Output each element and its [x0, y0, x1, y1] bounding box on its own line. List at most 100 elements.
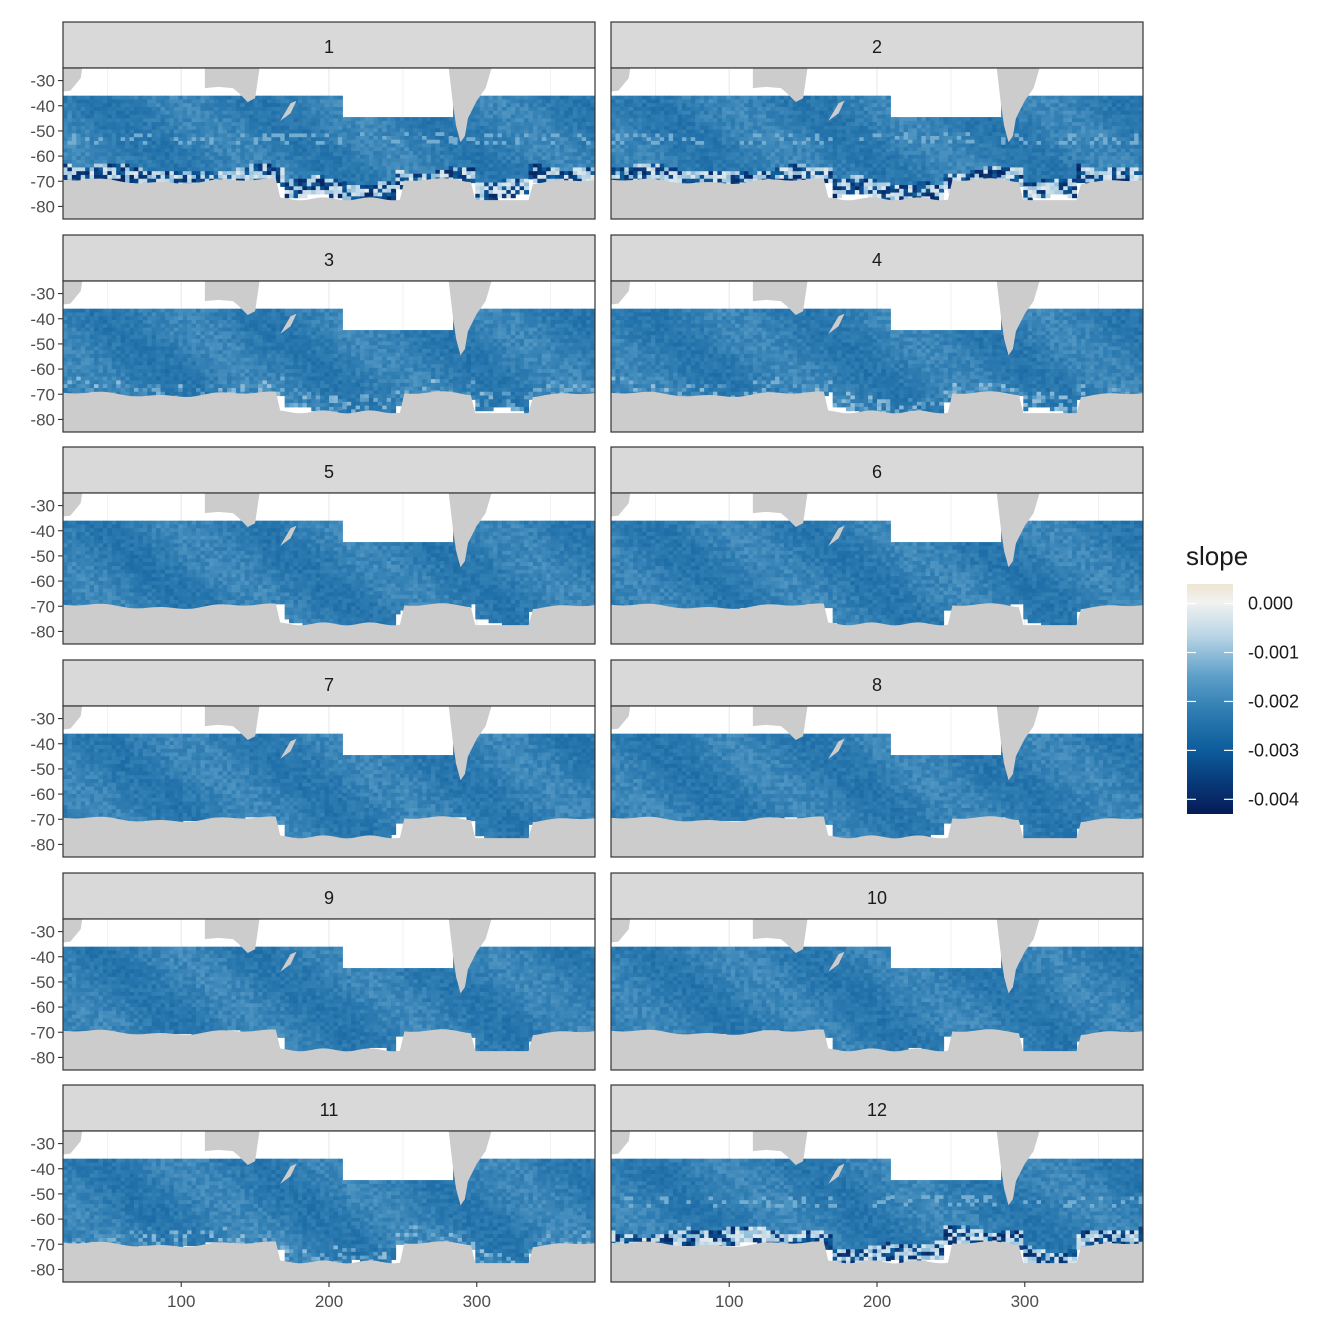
facet-label: 9 [324, 888, 334, 908]
y-tick-label: -80 [30, 1260, 55, 1279]
panel-border [62, 280, 596, 433]
y-tick-label: -70 [30, 1023, 55, 1042]
heatmap-cells [611, 308, 1143, 418]
y-tick-label: -30 [30, 497, 55, 516]
facet-strip [610, 21, 1144, 69]
land-mask [611, 919, 1143, 1070]
y-tick-label: -30 [30, 285, 55, 304]
land-mask [611, 68, 1143, 219]
facet-panel: 1 [62, 21, 596, 220]
land-mask [611, 281, 1143, 432]
y-tick-label: -80 [30, 410, 55, 429]
legend-title: slope [1186, 541, 1248, 571]
legend-label: 0.000 [1248, 594, 1293, 614]
y-tick-label: -70 [30, 385, 55, 404]
y-tick-label: -40 [30, 310, 55, 329]
y-tick-label: -60 [30, 998, 55, 1017]
heatmap-cells [63, 1158, 595, 1269]
y-tick-label: -50 [30, 335, 55, 354]
y-tick-label: -50 [30, 973, 55, 992]
y-tick-label: -60 [30, 1210, 55, 1229]
x-tick-label: 300 [1011, 1292, 1039, 1311]
panel-border [610, 67, 1144, 220]
y-tick-label: -60 [30, 147, 55, 166]
facet-panel: 11 [62, 1084, 596, 1283]
y-tick-label: -40 [30, 735, 55, 754]
land-mask [63, 706, 595, 857]
y-tick-label: -80 [30, 197, 55, 216]
facet-strip [610, 234, 1144, 282]
land-mask [63, 919, 595, 1070]
legend: slope 0.000 -0.001 -0.002 -0.003 -0.004 [1186, 541, 1299, 814]
facet-panel: 7 [62, 659, 596, 858]
y-tick-label: -60 [30, 572, 55, 591]
panel-border [610, 280, 1144, 433]
heatmap-cells [63, 520, 595, 630]
facet-panel: 8 [610, 659, 1144, 858]
land-mask [611, 706, 1143, 857]
facet-strip [610, 1084, 1144, 1132]
facet-strip [62, 659, 596, 707]
facet-panel: 4 [610, 234, 1144, 433]
y-tick-label: -50 [30, 547, 55, 566]
x-tick-label: 300 [463, 1292, 491, 1311]
y-tick-label: -40 [30, 97, 55, 116]
y-tick-label: -30 [30, 710, 55, 729]
facet-panel: 10 [610, 872, 1144, 1071]
facet-panel: 6 [610, 446, 1144, 645]
land-mask [63, 493, 595, 644]
facet-label: 10 [867, 888, 887, 908]
facet-label: 8 [872, 675, 882, 695]
facet-label: 2 [872, 37, 882, 57]
y-tick-label: -50 [30, 760, 55, 779]
facet-label: 11 [320, 1100, 339, 1120]
x-tick-label: 100 [715, 1292, 743, 1311]
panel-border [62, 492, 596, 645]
facet-panel: 12 [610, 1084, 1144, 1283]
legend-label: -0.002 [1248, 691, 1299, 711]
facet-strip [610, 659, 1144, 707]
facet-strip [62, 21, 596, 69]
land-mask [63, 1131, 595, 1282]
facet-strip [610, 446, 1144, 494]
y-tick-label: -80 [30, 622, 55, 641]
x-tick-label: 100 [167, 1292, 195, 1311]
facet-label: 3 [324, 250, 334, 270]
y-tick-label: -40 [30, 948, 55, 967]
facet-label: 4 [872, 250, 882, 270]
panel-border [610, 492, 1144, 645]
land-mask [611, 493, 1143, 644]
panel-border [62, 67, 596, 220]
facet-panel: 9 [62, 872, 596, 1071]
panel-border [62, 705, 596, 858]
y-tick-label: -40 [30, 1160, 55, 1179]
facet-label: 7 [324, 675, 334, 695]
facet-panel: 3 [62, 234, 596, 433]
facet-label: 1 [324, 37, 334, 57]
facet-strip [62, 446, 596, 494]
y-tick-label: -50 [30, 122, 55, 141]
panel-border [610, 705, 1144, 858]
y-tick-label: -80 [30, 1048, 55, 1067]
y-tick-label: -40 [30, 522, 55, 541]
y-tick-label: -70 [30, 597, 55, 616]
facet-label: 6 [872, 462, 882, 482]
y-tick-label: -60 [30, 785, 55, 804]
y-tick-label: -70 [30, 1235, 55, 1254]
land-mask [611, 1131, 1143, 1282]
heatmap-cells [611, 95, 1143, 205]
heatmap-cells [611, 946, 1143, 1057]
heatmap-cells [63, 95, 595, 205]
legend-label: -0.004 [1248, 789, 1299, 809]
facet-panel: 2 [610, 21, 1144, 220]
facet-panel: 5 [62, 446, 596, 645]
legend-label: -0.003 [1248, 740, 1299, 760]
legend-colorbar [1187, 584, 1233, 814]
x-tick-label: 200 [315, 1292, 343, 1311]
facet-label: 5 [324, 462, 334, 482]
panel-border [62, 918, 596, 1071]
x-tick-label: 200 [863, 1292, 891, 1311]
y-tick-label: -30 [30, 1135, 55, 1154]
